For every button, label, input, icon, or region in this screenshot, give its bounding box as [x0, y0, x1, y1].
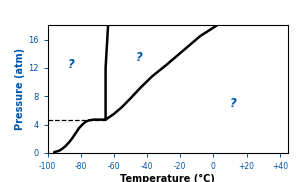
Text: ?: ? [135, 51, 142, 64]
Text: ?: ? [67, 58, 74, 71]
Text: Phase Diagram: Phase Diagram [101, 6, 196, 16]
X-axis label: Temperature (°C): Temperature (°C) [120, 174, 215, 182]
Y-axis label: Pressure (atm): Pressure (atm) [15, 48, 25, 130]
Text: ?: ? [230, 97, 237, 110]
